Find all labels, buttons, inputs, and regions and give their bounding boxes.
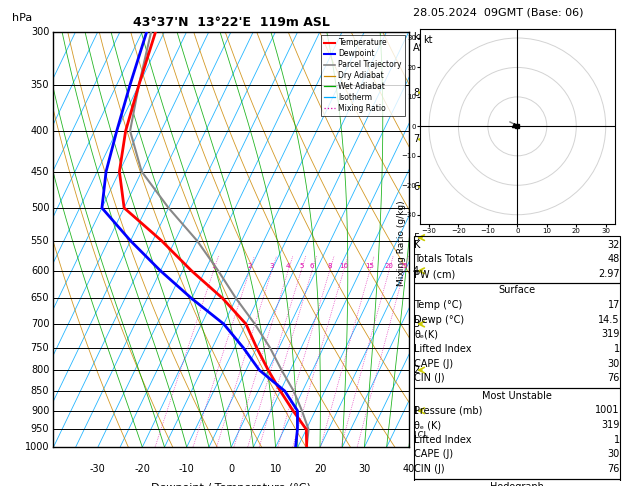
Text: Lifted Index: Lifted Index <box>414 435 472 445</box>
Text: 400: 400 <box>31 126 49 136</box>
Text: 6: 6 <box>310 263 314 269</box>
Text: 28.05.2024  09GMT (Base: 06): 28.05.2024 09GMT (Base: 06) <box>413 7 584 17</box>
Text: 350: 350 <box>31 80 49 90</box>
Text: 40: 40 <box>403 464 415 474</box>
Text: 10: 10 <box>269 464 282 474</box>
Text: 800: 800 <box>31 365 49 375</box>
Text: Pressure (mb): Pressure (mb) <box>414 405 482 416</box>
Text: 4: 4 <box>413 266 419 276</box>
Text: Dewpoint / Temperature (°C): Dewpoint / Temperature (°C) <box>151 483 311 486</box>
Text: kt: kt <box>423 35 433 45</box>
Text: 4: 4 <box>286 263 291 269</box>
Text: 300: 300 <box>31 27 49 36</box>
Text: Dewp (°C): Dewp (°C) <box>414 314 464 325</box>
Text: 20: 20 <box>384 263 394 269</box>
Text: Surface: Surface <box>498 285 536 295</box>
Text: 76: 76 <box>608 373 620 383</box>
Text: 319: 319 <box>601 329 620 339</box>
Text: PW (cm): PW (cm) <box>414 269 455 279</box>
Text: 450: 450 <box>31 167 49 176</box>
Legend: Temperature, Dewpoint, Parcel Trajectory, Dry Adiabat, Wet Adiabat, Isotherm, Mi: Temperature, Dewpoint, Parcel Trajectory… <box>321 35 405 116</box>
Text: 20: 20 <box>314 464 326 474</box>
Text: 319: 319 <box>601 420 620 430</box>
Text: LCL: LCL <box>413 432 428 440</box>
Text: 550: 550 <box>31 236 49 246</box>
Bar <box>414 236 620 283</box>
Text: -30: -30 <box>90 464 106 474</box>
Text: CIN (J): CIN (J) <box>414 373 445 383</box>
Text: 5: 5 <box>413 233 420 243</box>
Text: Lifted Index: Lifted Index <box>414 344 472 354</box>
Text: 2: 2 <box>413 365 420 375</box>
Bar <box>414 479 620 486</box>
Text: 1: 1 <box>614 344 620 354</box>
Text: hPa: hPa <box>12 13 32 23</box>
Text: 8: 8 <box>327 263 332 269</box>
Text: 30: 30 <box>608 359 620 368</box>
Text: 2: 2 <box>247 263 252 269</box>
Text: 1000: 1000 <box>25 442 49 452</box>
Text: km
ASL: km ASL <box>413 32 431 53</box>
Text: 0: 0 <box>228 464 234 474</box>
Text: Temp (°C): Temp (°C) <box>414 300 462 310</box>
Text: -10: -10 <box>179 464 194 474</box>
Text: 1: 1 <box>413 406 419 416</box>
Text: Most Unstable: Most Unstable <box>482 391 552 401</box>
Text: Totals Totals: Totals Totals <box>414 255 473 264</box>
Text: Hodograph: Hodograph <box>490 482 544 486</box>
Text: 700: 700 <box>31 319 49 329</box>
Text: K: K <box>414 240 421 250</box>
Text: 48: 48 <box>608 255 620 264</box>
Text: 3: 3 <box>413 319 419 329</box>
Text: 750: 750 <box>31 343 49 353</box>
Text: Mixing Ratio (g/kg): Mixing Ratio (g/kg) <box>397 200 406 286</box>
Text: 17: 17 <box>608 300 620 310</box>
Text: 10: 10 <box>339 263 348 269</box>
Bar <box>414 283 620 388</box>
Text: θₑ(K): θₑ(K) <box>414 329 438 339</box>
Text: 7: 7 <box>413 135 420 144</box>
Text: 500: 500 <box>31 203 49 213</box>
Text: 1: 1 <box>211 263 216 269</box>
Text: 8: 8 <box>413 87 419 98</box>
Text: 900: 900 <box>31 406 49 416</box>
Text: 14.5: 14.5 <box>598 314 620 325</box>
Text: 650: 650 <box>31 294 49 303</box>
Text: 76: 76 <box>608 464 620 474</box>
Text: 5: 5 <box>299 263 303 269</box>
Title: 43°37'N  13°22'E  119m ASL: 43°37'N 13°22'E 119m ASL <box>133 16 330 29</box>
Text: 2.97: 2.97 <box>598 269 620 279</box>
Text: 600: 600 <box>31 266 49 276</box>
Text: CAPE (J): CAPE (J) <box>414 450 454 459</box>
Text: CAPE (J): CAPE (J) <box>414 359 454 368</box>
Text: 3: 3 <box>270 263 274 269</box>
Text: 30: 30 <box>359 464 370 474</box>
Text: 30: 30 <box>608 450 620 459</box>
Text: 1: 1 <box>614 435 620 445</box>
Text: 1001: 1001 <box>596 405 620 416</box>
Text: 32: 32 <box>608 240 620 250</box>
Text: CIN (J): CIN (J) <box>414 464 445 474</box>
Text: 25: 25 <box>400 263 409 269</box>
Text: 6: 6 <box>413 182 419 191</box>
Text: θₑ (K): θₑ (K) <box>414 420 442 430</box>
Text: 950: 950 <box>31 424 49 434</box>
Text: 850: 850 <box>31 386 49 396</box>
Bar <box>414 388 620 479</box>
Text: -20: -20 <box>135 464 150 474</box>
Text: 15: 15 <box>365 263 374 269</box>
